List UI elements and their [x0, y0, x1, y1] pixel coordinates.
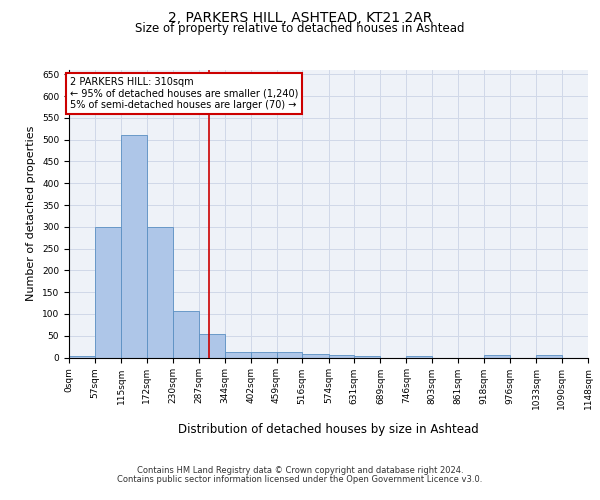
Y-axis label: Number of detached properties: Number of detached properties	[26, 126, 37, 302]
Bar	[354, 356, 380, 358]
Bar	[406, 356, 432, 358]
Bar	[277, 352, 302, 358]
Bar	[251, 352, 277, 358]
Bar	[69, 356, 95, 358]
Bar	[199, 334, 224, 357]
Bar	[329, 356, 354, 358]
Bar	[173, 311, 199, 358]
Bar	[536, 356, 562, 358]
Text: Contains public sector information licensed under the Open Government Licence v3: Contains public sector information licen…	[118, 475, 482, 484]
Text: Size of property relative to detached houses in Ashtead: Size of property relative to detached ho…	[135, 22, 465, 35]
Bar	[224, 352, 251, 358]
Text: 2 PARKERS HILL: 310sqm
← 95% of detached houses are smaller (1,240)
5% of semi-d: 2 PARKERS HILL: 310sqm ← 95% of detached…	[70, 76, 298, 110]
Bar	[95, 227, 121, 358]
Bar	[147, 227, 173, 358]
Bar	[302, 354, 329, 358]
Text: Contains HM Land Registry data © Crown copyright and database right 2024.: Contains HM Land Registry data © Crown c…	[137, 466, 463, 475]
Bar	[484, 356, 510, 358]
Bar	[121, 136, 147, 358]
Text: Distribution of detached houses by size in Ashtead: Distribution of detached houses by size …	[178, 422, 479, 436]
Text: 2, PARKERS HILL, ASHTEAD, KT21 2AR: 2, PARKERS HILL, ASHTEAD, KT21 2AR	[168, 11, 432, 25]
